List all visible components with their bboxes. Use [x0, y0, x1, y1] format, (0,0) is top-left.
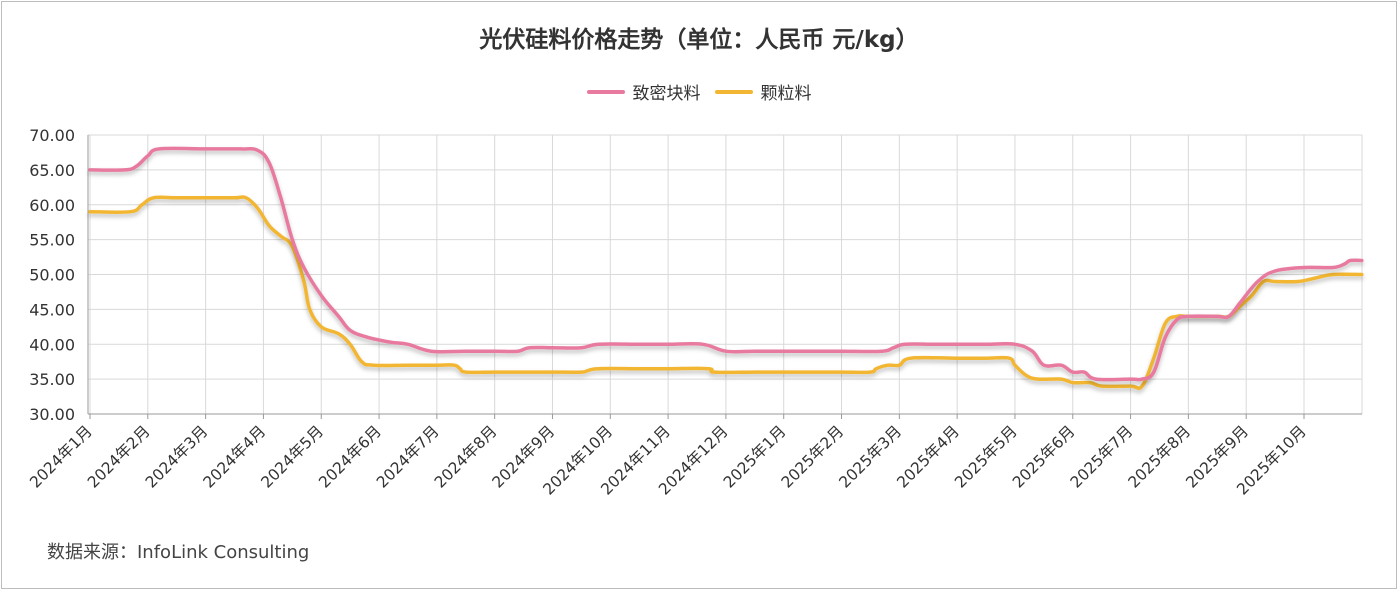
y-tick-label: 65.00 [29, 161, 75, 180]
legend-label-series-1: 致密块料 [632, 84, 701, 104]
x-axis: 2024年1月2024年2月2024年3月2024年4月2024年5月2024年… [26, 413, 1362, 499]
series-line-1 [88, 146, 1364, 382]
y-tick-label: 40.00 [29, 335, 75, 354]
legend-swatch-series-2 [714, 89, 753, 94]
series-line-2 [88, 195, 1364, 391]
y-tick-label: 35.00 [29, 370, 75, 389]
y-tick-label: 55.00 [29, 231, 75, 250]
y-axis: 30.00 35.00 40.00 45.00 50.00 55.00 60.00 65.00… [29, 126, 89, 424]
y-tick-label: 60.00 [29, 196, 75, 215]
legend-swatch-series-1 [586, 89, 625, 94]
legend: 致密块料 颗粒料 [0, 79, 1398, 104]
grid [88, 134, 1363, 415]
series-lines [88, 146, 1364, 391]
y-tick-label: 45.00 [29, 300, 75, 319]
legend-label-series-2: 颗粒料 [760, 84, 812, 104]
legend-item-series-1[interactable]: 致密块料 [586, 79, 701, 104]
legend-item-series-2[interactable]: 颗粒料 [714, 79, 812, 104]
y-tick-label: 50.00 [29, 266, 75, 285]
y-tick-label: 70.00 [29, 126, 75, 145]
chart-title: 光伏硅料价格走势（单位：人民币 元/kg） [479, 27, 919, 53]
source-note: 数据来源：InfoLink Consulting [47, 542, 310, 563]
y-tick-label: 30.00 [29, 405, 75, 424]
